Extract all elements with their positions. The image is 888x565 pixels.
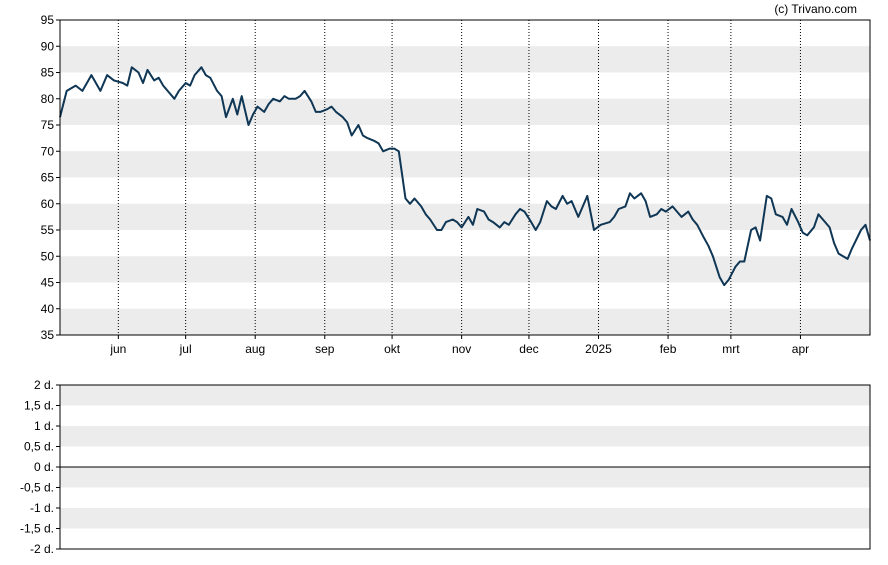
x-tick-label: nov <box>452 342 471 356</box>
y-tick-label: 50 <box>41 249 55 263</box>
lower-band <box>60 426 870 447</box>
y-tick-label: 55 <box>41 223 55 237</box>
upper-band <box>60 151 870 178</box>
upper-chart-y-axis: 95 90 85 80 75 70 65 60 55 50 45 40 35 <box>41 13 60 342</box>
credit-label: (c) Trivano.com <box>774 2 857 16</box>
y-tick-label: 0 d. <box>34 460 54 474</box>
x-tick-label: feb <box>660 342 677 356</box>
y-tick-label: -1 d. <box>30 501 54 515</box>
x-tick-label: dec <box>519 342 538 356</box>
x-tick-label: sep <box>315 342 335 356</box>
lower-band <box>60 508 870 529</box>
x-tick-label: apr <box>792 342 809 356</box>
y-tick-label: 40 <box>41 302 55 316</box>
x-tick-label: aug <box>245 342 265 356</box>
x-tick-label: jul <box>179 342 192 356</box>
upper-band <box>60 308 870 335</box>
y-tick-label: 80 <box>41 92 55 106</box>
y-tick-label: 0,5 d. <box>24 440 54 454</box>
y-tick-label: 2 d. <box>34 378 54 392</box>
y-tick-label: 1,5 d. <box>24 399 54 413</box>
x-tick-label: mrt <box>722 342 740 356</box>
upper-band <box>60 98 870 125</box>
x-tick-label: okt <box>384 342 401 356</box>
y-tick-label: 65 <box>41 171 55 185</box>
y-tick-label: 90 <box>41 39 55 53</box>
upper-chart-bands <box>60 46 870 335</box>
upper-chart-x-axis: jun jul aug sep okt nov dec 2025 feb mrt apr <box>109 335 809 356</box>
lower-chart-y-axis: 2 d. 1,5 d. 1 d. 0,5 d. 0 d. -0,5 d. -1 d. -1,5… <box>20 378 60 556</box>
y-tick-label: 85 <box>41 66 55 80</box>
upper-band <box>60 256 870 283</box>
y-tick-label: 35 <box>41 328 55 342</box>
y-tick-label: 60 <box>41 197 55 211</box>
price-series-line <box>59 66 871 287</box>
y-tick-label: 45 <box>41 276 55 290</box>
y-tick-label: 95 <box>41 13 55 27</box>
y-tick-label: 1 d. <box>34 419 54 433</box>
upper-band <box>60 46 870 73</box>
x-tick-label: jun <box>109 342 126 356</box>
lower-band <box>60 385 870 406</box>
x-tick-label: 2025 <box>585 342 612 356</box>
y-tick-label: -0,5 d. <box>20 481 54 495</box>
y-tick-label: 75 <box>41 118 55 132</box>
lower-chart-frame <box>59 384 871 550</box>
y-tick-label: 70 <box>41 144 55 158</box>
upper-band <box>60 203 870 230</box>
y-tick-label: -1,5 d. <box>20 522 54 536</box>
y-tick-label: -2 d. <box>30 542 54 556</box>
lower-chart-bands <box>60 385 870 529</box>
lower-band <box>60 467 870 488</box>
upper-chart-frame <box>59 19 871 336</box>
